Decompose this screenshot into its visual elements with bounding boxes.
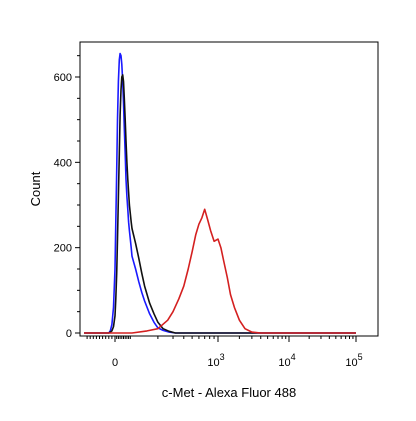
x-tick-exponent: 5 [358,352,363,362]
x-axis-label: c-Met - Alexa Fluor 488 [162,385,296,400]
x-tick-exponent: 3 [220,352,225,362]
series-line-2 [84,74,356,334]
y-tick-label: 400 [54,157,72,169]
curves-layer [84,52,356,334]
y-axis-label: Count [28,171,43,206]
y-tick-label: 0 [66,328,72,340]
y-axis: 0 200 400 600 [54,55,80,340]
y-tick-label: 600 [54,72,72,84]
plot-frame [79,41,379,337]
series-line-1 [84,52,356,334]
x-tick-exponent: 4 [291,352,296,362]
y-tick-label: 200 [54,243,72,255]
series-line-3 [84,208,356,334]
x-tick-label: 0 [112,357,118,369]
